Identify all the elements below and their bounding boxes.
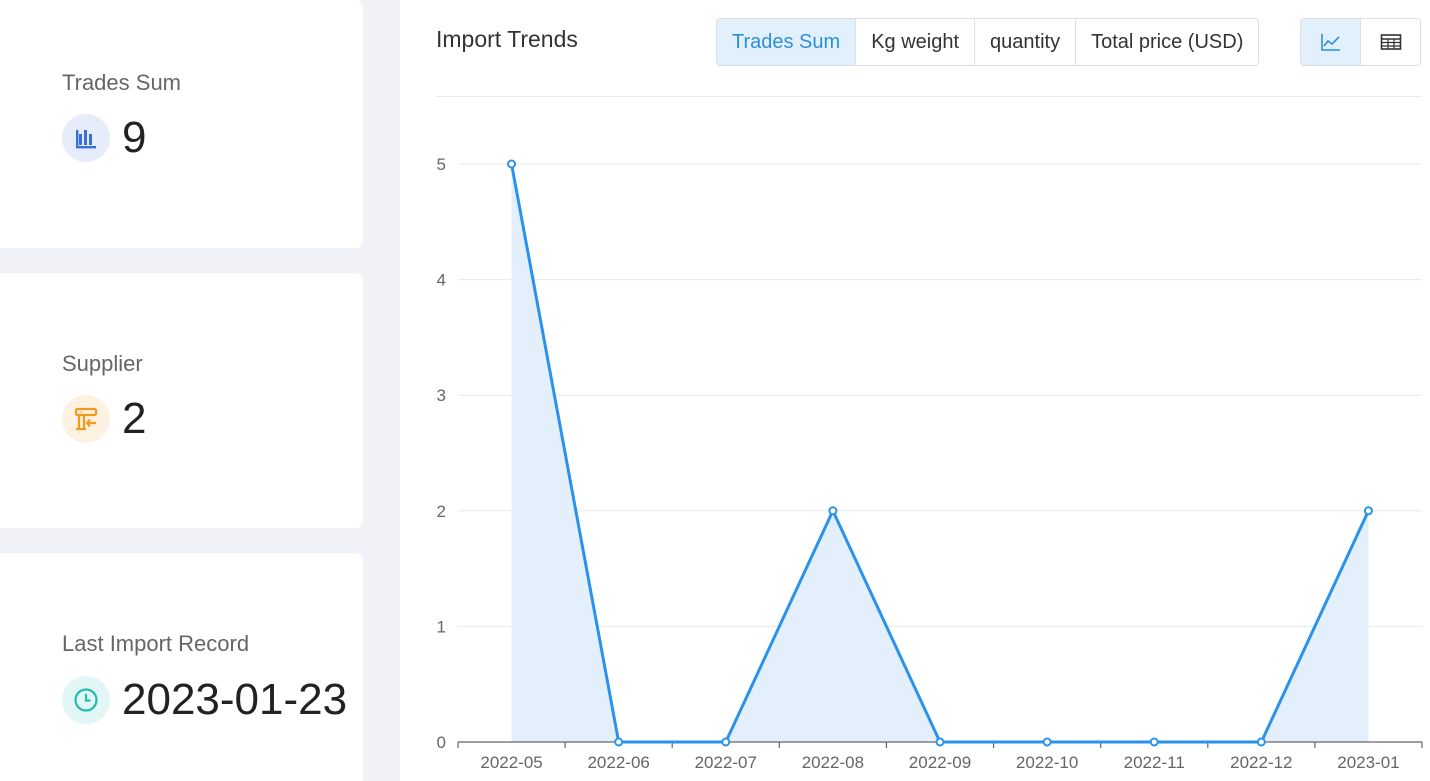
table-icon xyxy=(1380,34,1401,50)
y-tick-label: 0 xyxy=(437,733,446,752)
data-point xyxy=(614,737,624,747)
x-tick-label: 2022-05 xyxy=(480,753,542,772)
supplier-value: 2 xyxy=(122,394,147,443)
data-point xyxy=(1149,737,1159,747)
x-tick-label: 2022-08 xyxy=(802,753,864,772)
y-tick-label: 1 xyxy=(437,617,446,636)
x-tick-label: 2022-09 xyxy=(909,753,971,772)
tab-trades-sum[interactable]: Trades Sum xyxy=(717,19,856,65)
tab-kg-weight[interactable]: Kg weight xyxy=(855,19,975,65)
x-tick-label: 2022-07 xyxy=(695,753,757,772)
trades-sum-label: Trades Sum xyxy=(62,70,182,95)
data-point xyxy=(1363,506,1373,516)
last-import-row: 2023-01-23 xyxy=(62,676,347,724)
supplier-card: Supplier 2 xyxy=(0,273,363,528)
x-tick-label: 2022-12 xyxy=(1230,753,1292,772)
data-point xyxy=(1256,737,1266,747)
header-divider xyxy=(436,96,1421,97)
tab-total-price[interactable]: Total price (USD) xyxy=(1075,19,1259,65)
trades-sum-card: Trades Sum 9 xyxy=(0,0,363,248)
data-point xyxy=(935,737,945,747)
last-import-card: Last Import Record 2023-01-23 xyxy=(0,553,363,781)
clock-icon xyxy=(62,676,110,724)
trades-sum-value: 9 xyxy=(122,113,147,162)
data-point xyxy=(721,737,731,747)
view-toggle xyxy=(1300,18,1421,66)
line-chart-view-button[interactable] xyxy=(1301,19,1360,65)
import-trends-panel: Import Trends Trades Sum Kg weight quant… xyxy=(400,0,1430,781)
x-tick-label: 2022-06 xyxy=(587,753,649,772)
bar-chart-icon xyxy=(62,114,110,162)
area-fill xyxy=(511,164,1369,742)
x-tick-label: 2023-01 xyxy=(1337,753,1399,772)
data-point xyxy=(507,159,517,169)
data-point xyxy=(1042,737,1052,747)
y-tick-label: 3 xyxy=(437,386,446,405)
trades-sum-row: 9 xyxy=(62,114,146,162)
x-tick-label: 2022-11 xyxy=(1124,753,1185,772)
y-tick-label: 2 xyxy=(437,502,446,521)
tab-quantity[interactable]: quantity xyxy=(974,19,1076,65)
y-tick-label: 4 xyxy=(437,271,446,290)
series-line xyxy=(510,163,1370,744)
import-trends-chart: 0 1 2 3 4 5 2022-05 2022-06 2022-07 2022-08 2022-0… xyxy=(437,155,1423,772)
last-import-label: Last Import Record xyxy=(62,631,250,656)
y-tick-label: 5 xyxy=(437,155,446,174)
x-tick-label: 2022-10 xyxy=(1016,753,1078,772)
table-view-button[interactable] xyxy=(1360,19,1420,65)
supplier-label: Supplier xyxy=(62,351,143,376)
last-import-value: 2023-01-23 xyxy=(122,675,348,724)
line-chart-icon xyxy=(1320,34,1340,51)
data-point xyxy=(828,506,838,516)
chart-title: Import Trends xyxy=(436,26,578,52)
supplier-row: 2 xyxy=(62,395,146,443)
supplier-store-icon xyxy=(62,395,110,443)
metric-selector: Trades Sum Kg weight quantity Total pric… xyxy=(716,18,1260,66)
